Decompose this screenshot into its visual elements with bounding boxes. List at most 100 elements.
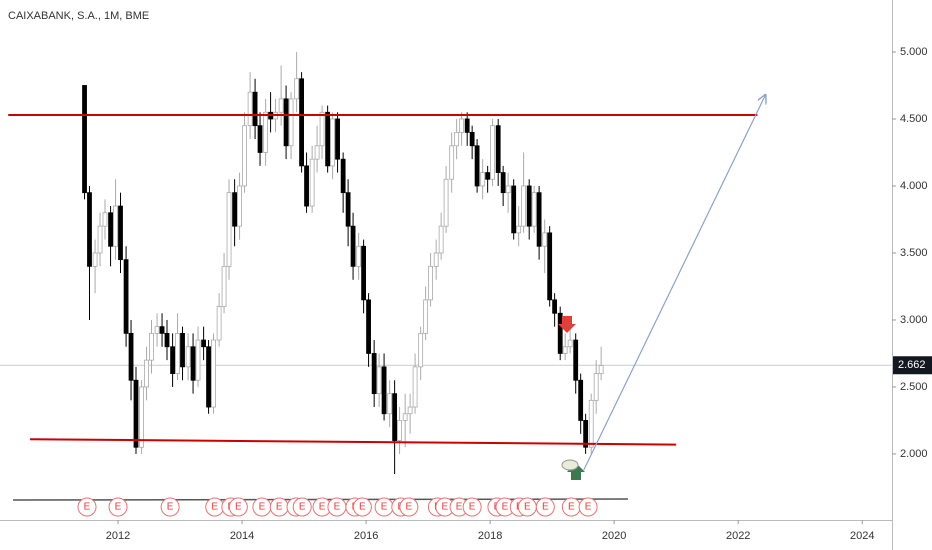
earnings-label: E <box>585 502 592 513</box>
earnings-marker <box>108 497 128 517</box>
candle-body <box>299 78 304 167</box>
earnings-label: E <box>442 502 449 513</box>
candle-body <box>387 393 393 415</box>
candle-body <box>283 98 289 147</box>
x-tick-label: 2020 <box>602 530 626 542</box>
candle-body <box>371 353 377 395</box>
candle-body <box>578 379 584 421</box>
earnings-label: E <box>524 502 531 513</box>
earnings-label: E <box>235 502 242 513</box>
candle-body <box>263 111 269 153</box>
candle-body <box>108 212 113 247</box>
earnings-label: E <box>381 502 388 513</box>
candle-body <box>402 413 408 421</box>
earnings-marker <box>77 497 97 517</box>
candle-body <box>257 125 263 153</box>
candle-body <box>480 172 486 187</box>
candle-body <box>542 232 548 247</box>
candle-body <box>485 172 491 180</box>
earnings-label: E <box>299 502 306 513</box>
earnings-marker <box>160 497 180 517</box>
candle-body <box>113 205 118 247</box>
candle-body <box>588 399 594 448</box>
x-tick-label: 2018 <box>478 530 502 542</box>
candle-body <box>309 158 315 207</box>
y-tick-label: 2.500 <box>900 381 928 393</box>
candle-body <box>345 192 351 227</box>
candle-body <box>412 366 418 408</box>
candle-body <box>294 78 300 100</box>
candle-body <box>531 192 537 227</box>
candle-body <box>304 165 309 207</box>
candle-body <box>407 406 413 415</box>
candle-body <box>433 252 439 267</box>
candle-body <box>449 145 455 180</box>
candle-body <box>598 365 604 374</box>
candle-body <box>123 259 129 334</box>
candle-body <box>464 118 470 133</box>
candle-body <box>547 232 553 301</box>
candle-body <box>397 420 402 441</box>
candle-body <box>469 131 475 147</box>
earnings-label: E <box>319 502 326 513</box>
last-price-label: 2.662 <box>898 359 926 371</box>
y-tick-label: 4.000 <box>900 180 928 192</box>
candle-body <box>423 299 429 334</box>
candle-body <box>366 299 371 354</box>
candle-body <box>392 393 398 441</box>
candle-body <box>583 420 589 448</box>
candle-body <box>314 145 320 160</box>
candle-body <box>356 245 362 267</box>
candle-body <box>118 205 123 261</box>
earnings-marker <box>462 497 482 517</box>
candle-body <box>247 91 253 127</box>
candle-body <box>144 359 149 388</box>
y-tick-label: 3.500 <box>900 247 928 259</box>
candle-body <box>149 332 154 361</box>
sell-signal <box>558 316 576 333</box>
earnings-label: E <box>502 502 509 513</box>
candle-body <box>201 339 207 348</box>
candle-body <box>438 225 444 254</box>
candle-body <box>226 192 232 267</box>
earnings-label: E <box>456 502 463 513</box>
last-price-box <box>893 356 932 375</box>
earnings-marker <box>535 497 555 517</box>
candle-body <box>102 212 108 227</box>
earnings-label: E <box>115 502 122 513</box>
candle-body <box>221 265 227 307</box>
buy-signal-icon <box>561 459 579 471</box>
earnings-label: E <box>406 502 413 513</box>
earnings-label: E <box>84 502 91 513</box>
candle-body <box>190 346 196 381</box>
candle-body <box>459 118 464 133</box>
candle-body <box>521 185 527 227</box>
candle-body <box>195 339 201 381</box>
candle-body <box>92 252 98 267</box>
candle-body <box>319 111 325 147</box>
candle-body <box>340 158 346 194</box>
earnings-label: E <box>167 502 174 513</box>
candle-body <box>128 332 134 381</box>
earnings-label: E <box>211 502 218 513</box>
y-tick-label: 4.500 <box>900 113 928 125</box>
candle-body <box>133 379 139 448</box>
candle-body <box>573 339 579 381</box>
candle-body <box>97 225 103 254</box>
candle-body <box>242 125 247 187</box>
earnings-label: E <box>542 502 549 513</box>
candle-body <box>185 346 191 368</box>
candle-body <box>87 192 92 267</box>
candle-body <box>562 346 568 354</box>
earnings-label: E <box>334 502 341 513</box>
candle-body <box>454 131 460 147</box>
candle-body <box>552 299 558 314</box>
candle-body <box>557 312 563 354</box>
x-tick-label: 2024 <box>850 530 874 542</box>
candle-body <box>335 118 340 160</box>
candle-body <box>350 225 356 267</box>
y-tick-label: 2.000 <box>900 448 928 460</box>
earnings-marker <box>578 497 598 517</box>
